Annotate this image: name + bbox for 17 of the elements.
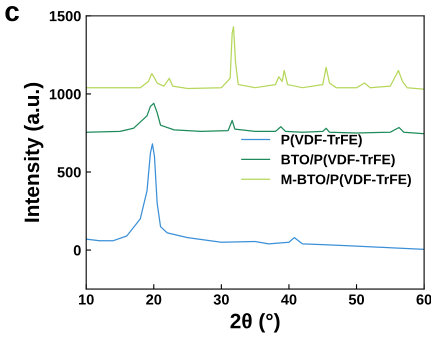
y-tick-label: 0: [74, 245, 81, 256]
y-tick-label: 1500: [50, 10, 81, 22]
x-tick-label: 10: [79, 294, 94, 305]
legend-label: P(VDF-TrFE): [282, 134, 362, 148]
x-tick-label: 40: [281, 294, 296, 305]
x-tick-label: 20: [146, 294, 162, 305]
x-axis-title: 2θ (°): [230, 313, 280, 333]
line-series: [86, 102, 424, 134]
x-tick-label: 50: [348, 294, 364, 305]
y-tick-label: 1000: [50, 89, 81, 100]
legend-label: BTO/P(VDF-TrFE): [282, 154, 395, 168]
line-series: [86, 26, 424, 90]
legend-label: M-BTO/P(VDF-TrFE): [282, 174, 411, 188]
y-tick-label: 500: [57, 167, 81, 178]
x-tick-label: 30: [214, 294, 229, 305]
text: c: [5, 6, 19, 22]
y-axis-title: Intensity (a.u.): [24, 82, 44, 222]
